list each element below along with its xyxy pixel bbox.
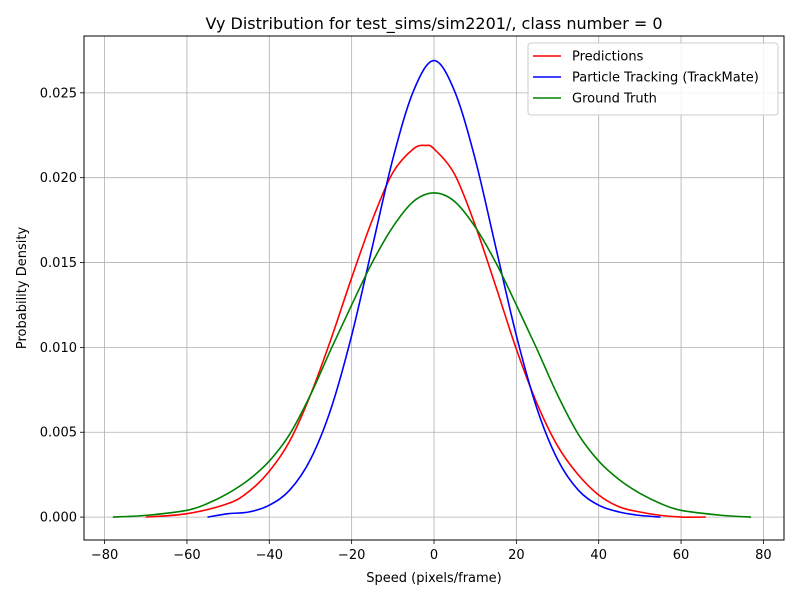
y-tick-label: 0.025: [40, 86, 77, 101]
grid: [84, 36, 784, 540]
legend-label: Particle Tracking (TrackMate): [572, 71, 759, 86]
x-tick-label: −20: [338, 548, 365, 563]
x-tick-label: 20: [508, 548, 525, 563]
legend-box: [527, 42, 779, 116]
x-tick-label: 40: [590, 548, 607, 563]
chart-title: Vy Distribution for test_sims/sim2201/, …: [205, 14, 662, 34]
series-line-predictions: [145, 144, 706, 519]
legend: Predictions Particle Tracking (TrackMate)…: [527, 42, 779, 116]
y-tick-label: 0.000: [40, 511, 77, 526]
y-tick-label: 0.015: [40, 256, 77, 271]
legend-label: Predictions: [572, 50, 644, 65]
series-line-particle-tracking-trackmate: [207, 59, 661, 518]
x-tick-label: 80: [755, 548, 772, 563]
series-line-ground-truth: [112, 192, 752, 518]
y-tick-label: 0.010: [40, 341, 77, 356]
x-tick-label: −40: [256, 548, 283, 563]
plot-lines: [112, 59, 752, 519]
y-tick-label: 0.020: [40, 171, 77, 186]
y-axis-ticks: 0.000 0.005 0.010 0.015 0.020 0.025: [40, 86, 84, 526]
x-tick-label: 60: [673, 548, 690, 563]
x-tick-label: 0: [430, 548, 438, 563]
x-tick-label: −60: [173, 548, 200, 563]
x-tick-label: −80: [91, 548, 118, 563]
legend-label: Ground Truth: [572, 92, 657, 107]
x-axis-label: Speed (pixels/frame): [366, 571, 502, 586]
y-axis-label: Probability Density: [15, 227, 30, 350]
x-axis-ticks: −80 −60 −40 −20 0 20 40 60 80: [91, 540, 772, 563]
y-tick-label: 0.005: [40, 426, 77, 441]
